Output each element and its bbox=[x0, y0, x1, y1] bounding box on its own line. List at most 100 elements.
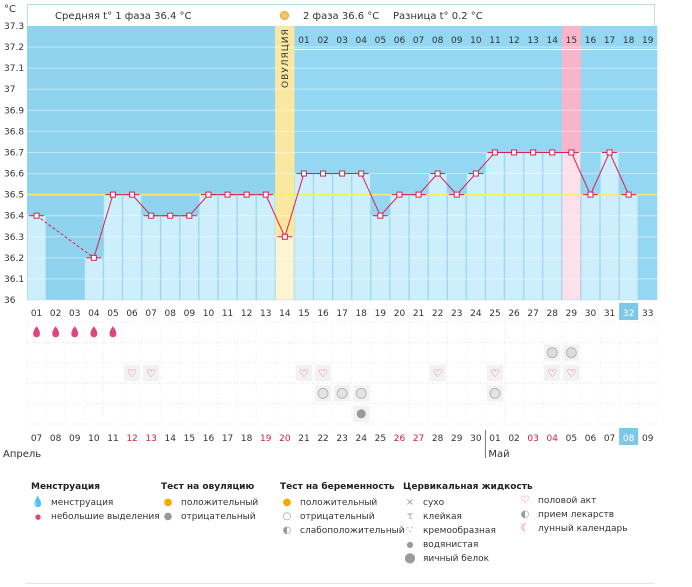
legend-item: ● небольшие выделения bbox=[31, 510, 160, 524]
temperature-point bbox=[434, 170, 441, 177]
symptom-cell bbox=[563, 364, 580, 382]
calendar-date-label: 09 bbox=[642, 434, 654, 444]
temperature-point bbox=[129, 191, 136, 198]
calendar-date-label: 21 bbox=[298, 434, 309, 444]
temperature-bar bbox=[504, 152, 524, 301]
cycle-day-label: 16 bbox=[317, 309, 329, 319]
temperature-point bbox=[625, 191, 632, 198]
cycle-day-label: 03 bbox=[69, 309, 80, 319]
cycle-day-label: 26 bbox=[508, 309, 520, 319]
calendar-date-label: 24 bbox=[356, 434, 368, 444]
calendar-date-label: 12 bbox=[126, 434, 137, 444]
legend-label: отрицательный bbox=[181, 512, 256, 522]
y-tick-label: 36.2 bbox=[4, 254, 24, 264]
temperature-point bbox=[549, 149, 556, 156]
post-ovulation-day: 13 bbox=[527, 36, 538, 46]
temperature-bar bbox=[542, 152, 562, 301]
legend-title: Цервикальная жидкость bbox=[403, 482, 533, 492]
legend-item: ○ отрицательный bbox=[280, 510, 405, 524]
y-tick-label: 36 bbox=[4, 296, 16, 306]
temperature-bar bbox=[218, 194, 237, 301]
y-tick-label: 36.5 bbox=[4, 191, 24, 201]
temperature-point bbox=[90, 254, 97, 261]
post-ovulation-day: 08 bbox=[432, 36, 444, 46]
calendar-date-label: 20 bbox=[279, 434, 291, 444]
temperature-point bbox=[148, 212, 155, 219]
ovulation-sun-icon bbox=[280, 11, 289, 20]
cycle-day-label: 33 bbox=[642, 309, 653, 319]
temperature-point bbox=[33, 212, 40, 219]
pill-icon bbox=[565, 347, 577, 359]
heart-icon: ♡ bbox=[433, 367, 443, 380]
temperature-point bbox=[491, 149, 498, 156]
cycle-day-label: 07 bbox=[145, 309, 156, 319]
cycle-day-label: 19 bbox=[375, 309, 387, 319]
temperature-point bbox=[205, 191, 212, 198]
calendar-date-label: 09 bbox=[69, 434, 81, 444]
cycle-day-label: 18 bbox=[356, 309, 368, 319]
temperature-line bbox=[437, 173, 458, 195]
calendar-date-label: 07 bbox=[31, 434, 42, 444]
cycle-day-label: 09 bbox=[184, 309, 196, 319]
current-day-marker bbox=[619, 303, 639, 320]
post-ovulation-day: 10 bbox=[470, 36, 482, 46]
symptom-cell bbox=[295, 364, 312, 382]
cycle-day-label: 28 bbox=[547, 309, 559, 319]
y-tick-label: 36.3 bbox=[4, 233, 24, 243]
gray-circle-icon: ○ bbox=[282, 511, 292, 522]
temperature-line bbox=[265, 194, 286, 237]
temperature-bar bbox=[103, 194, 123, 301]
cross-icon: × bbox=[405, 497, 415, 508]
heart-icon: ♡ bbox=[490, 367, 500, 380]
sun-icon: ● bbox=[163, 497, 173, 508]
legend-item: ∵ кремообразная bbox=[403, 524, 533, 538]
heart-icon: ♡ bbox=[318, 367, 328, 380]
legend-label: половой акт bbox=[538, 496, 597, 506]
calendar-date-label: 14 bbox=[165, 434, 177, 444]
temperature-line bbox=[456, 173, 477, 195]
legend-label: небольшие выделения bbox=[51, 512, 160, 522]
calendar-date-label: 18 bbox=[241, 434, 253, 444]
temperature-point bbox=[530, 149, 537, 156]
phase2-average: 2 фаза 36.6 °C bbox=[303, 11, 379, 22]
legend-item: ◐ слабоположительный bbox=[280, 524, 405, 538]
symptom-cell bbox=[544, 364, 561, 382]
temperature-point bbox=[339, 170, 346, 177]
cycle-day-label: 15 bbox=[298, 309, 309, 319]
calendar-date-label: 30 bbox=[470, 434, 482, 444]
temperature-line bbox=[379, 194, 400, 217]
post-ovulation-day: 04 bbox=[356, 36, 368, 46]
pregnancy-test-icon bbox=[355, 387, 367, 399]
cycle-day-label: 13 bbox=[260, 309, 271, 319]
legend-cervical: Цервикальная жидкость × сухо τ клейкая ∵ кр… bbox=[403, 482, 533, 566]
calendar-axis: 07 08 09 10 11 12 13 14 15 16 17 18 19 20 21 22 23 24 25 26… bbox=[3, 428, 654, 460]
temperature-bar bbox=[199, 194, 218, 301]
post-ovulation-day: 11 bbox=[489, 36, 500, 46]
y-tick-label: 36.7 bbox=[4, 148, 24, 158]
calendar-date-label: 27 bbox=[413, 434, 424, 444]
temperature-point bbox=[320, 170, 327, 177]
calendar-date-label: 25 bbox=[375, 434, 386, 444]
symptom-cell bbox=[315, 364, 332, 382]
temperature-point bbox=[377, 212, 384, 219]
post-ovulation-day: 02 bbox=[317, 36, 328, 46]
menstruation-drop-icon bbox=[71, 326, 79, 338]
calendar-date-label: 10 bbox=[88, 434, 100, 444]
gray-circle-icon: ◐ bbox=[282, 525, 292, 536]
legend-item: ♡ половой акт bbox=[518, 494, 628, 508]
heart-icon: ♡ bbox=[547, 367, 557, 380]
legend-item: × сухо bbox=[403, 496, 533, 510]
cycle-day-label: 01 bbox=[31, 309, 42, 319]
legend-item: τ клейкая bbox=[403, 510, 533, 524]
current-date-marker bbox=[619, 428, 639, 445]
cycle-day-label: 12 bbox=[241, 309, 252, 319]
calendar-date-label: 17 bbox=[222, 434, 233, 444]
calendar-date-label: 08 bbox=[50, 434, 62, 444]
post-ovulation-day: 18 bbox=[623, 36, 635, 46]
legend-item: 💧 менструация bbox=[31, 496, 160, 510]
pill-icon bbox=[546, 347, 558, 359]
temperature-point bbox=[262, 191, 269, 198]
cycle-day-label: 04 bbox=[88, 309, 100, 319]
drop-icon: 💧 bbox=[31, 497, 45, 508]
heart-icon: ♡ bbox=[146, 367, 156, 380]
